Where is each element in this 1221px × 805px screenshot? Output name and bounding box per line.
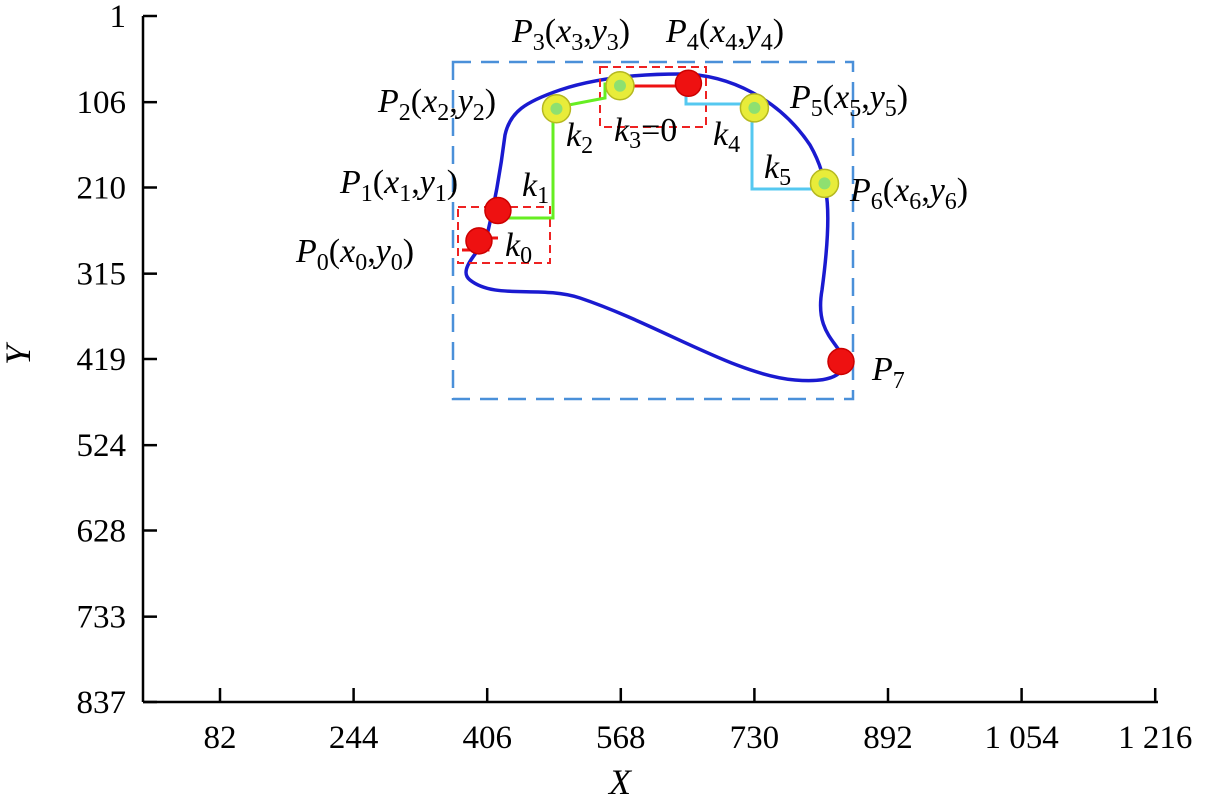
slope-label-k0: k0 xyxy=(505,227,532,269)
y-tick-label: 733 xyxy=(77,600,127,636)
axes: 82 244 406 568 730 892 1 054 1 216 1 106 210 315 419… xyxy=(0,0,1193,802)
slope-label-k2: k2 xyxy=(566,117,593,159)
feature-point-p4 xyxy=(674,69,703,98)
y-axis-title: Y xyxy=(0,341,38,365)
point-label-p0: P0(x0,y0) xyxy=(295,233,414,276)
x-axis-title: X xyxy=(607,762,633,800)
point-label-p6: P6(x6,y6) xyxy=(849,172,968,215)
slope-label-k3: k3=0 xyxy=(614,112,677,154)
y-tick-label: 106 xyxy=(77,85,127,121)
x-tick-label: 892 xyxy=(863,720,913,756)
y-tick-label: 419 xyxy=(77,342,127,378)
y-tick-label: 1 xyxy=(110,0,127,35)
x-tick-label: 406 xyxy=(462,720,512,756)
point-label-p1: P1(x1,y1) xyxy=(339,164,458,207)
feature-point-p0 xyxy=(465,227,493,255)
point-label-p3: P3(x3,y3) xyxy=(511,13,630,56)
y-tick-label: 837 xyxy=(77,685,127,721)
y-tick-label: 628 xyxy=(77,514,127,550)
object-contour xyxy=(464,72,846,383)
feature-point-p3 xyxy=(605,70,635,101)
y-tick-label: 524 xyxy=(77,428,127,464)
y-tick-label: 315 xyxy=(77,257,127,293)
x-tick-label: 82 xyxy=(204,720,237,756)
feature-point-p1 xyxy=(484,196,512,225)
feature-point-p7 xyxy=(827,347,855,376)
slope-label-k4: k4 xyxy=(713,116,740,158)
x-tick-label: 730 xyxy=(730,720,780,756)
axis-ticks: 82 244 406 568 730 892 1 054 1 216 1 106 210 315 419… xyxy=(77,0,1193,756)
point-label-p4: P4(x4,y4) xyxy=(665,13,784,56)
slope-label-k1: k1 xyxy=(522,167,549,209)
segment-k1 xyxy=(498,108,555,220)
feature-point-p2 xyxy=(541,93,572,124)
point-label-p5: P5(x5,y5) xyxy=(789,79,908,122)
search-box-p3p4 xyxy=(599,66,707,128)
x-tick-label: 1 054 xyxy=(984,720,1058,756)
point-label-p7: P7 xyxy=(871,351,905,394)
feature-point-p5 xyxy=(739,93,770,123)
bounding-box xyxy=(451,60,855,401)
feature-point-p6 xyxy=(809,168,840,199)
point-label-p2: P2(x2,y2) xyxy=(377,83,496,126)
feature-points xyxy=(465,69,855,376)
x-tick-label: 568 xyxy=(596,720,646,756)
x-tick-label: 244 xyxy=(329,720,379,756)
x-tick-label: 1 216 xyxy=(1118,720,1192,756)
slope-label-k5: k5 xyxy=(764,149,791,191)
point-labels: P0(x0,y0) P1(x1,y1) P2(x2,y2) P3(x3,y3) P4(x… xyxy=(295,13,968,394)
slope-labels: k0 k1 k2 k3=0 k4 k5 xyxy=(505,112,791,269)
y-tick-label: 210 xyxy=(77,171,127,207)
segment-k5 xyxy=(750,108,822,191)
